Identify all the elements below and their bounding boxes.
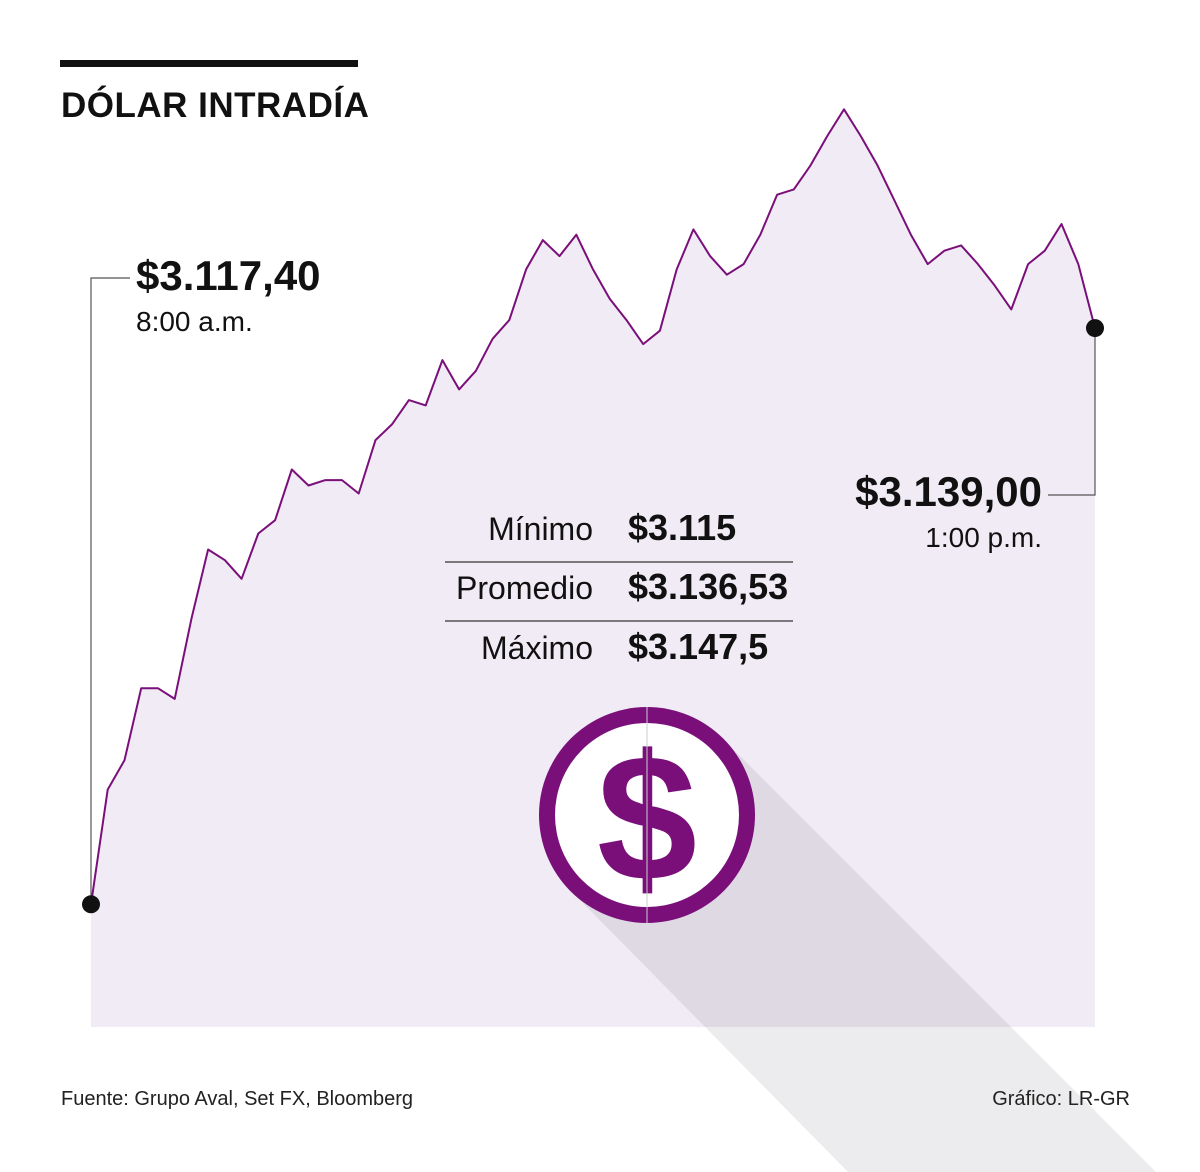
stat-value-min: $3.115 [628,507,737,548]
end-point [1086,319,1104,338]
start-connector [90,277,130,905]
start-point [82,895,100,914]
stat-label-avg: Promedio [456,570,593,606]
stat-value-max: $3.147,5 [628,626,769,667]
title-bar [60,60,358,67]
stat-label-min: Mínimo [488,511,593,547]
area-fill [91,109,1095,1028]
credit-note: Gráfico: LR-GR [992,1088,1130,1110]
end-value-label: $3.139,00 [855,468,1042,515]
end-connector [1048,328,1096,496]
end-time-label: 1:00 p.m. [925,522,1042,553]
start-time-label: 8:00 a.m. [136,306,253,337]
series-line [90,108,1096,905]
stat-label-max: Máximo [480,630,593,666]
chart-title: DÓLAR INTRADÍA [61,86,370,125]
stat-value-avg: $3.136,53 [628,566,789,607]
dollar-coin-icon: $ [539,707,755,923]
source-note: Fuente: Grupo Aval, Set FX, Bloomberg [61,1088,414,1110]
start-value-label: $3.117,40 [136,252,321,299]
